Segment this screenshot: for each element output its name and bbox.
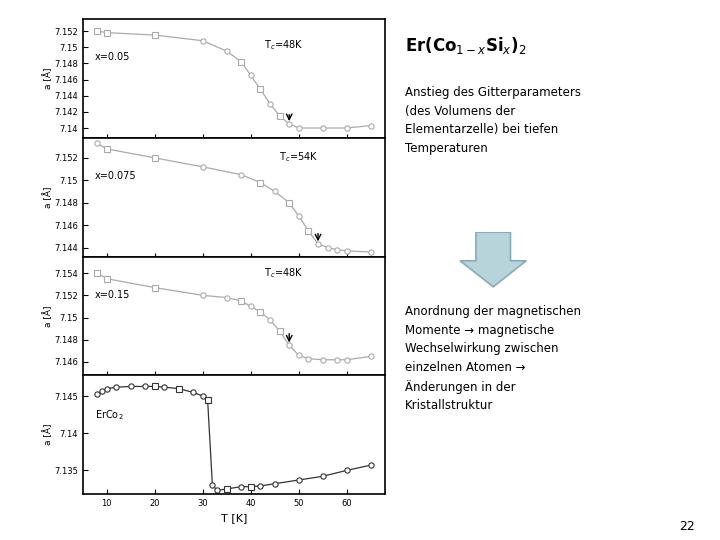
Text: ErCo$_2$: ErCo$_2$ [95,409,124,422]
Y-axis label: a [Å]: a [Å] [43,68,53,89]
Y-axis label: a [Å]: a [Å] [43,186,53,208]
Text: x=0.05: x=0.05 [95,52,130,62]
Y-axis label: a [Å]: a [Å] [43,305,53,327]
Text: x=0.075: x=0.075 [95,171,137,181]
Text: Er(Co$_{1-x}$Si$_x$)$_2$: Er(Co$_{1-x}$Si$_x$)$_2$ [405,35,526,56]
Text: T$_c$=48K: T$_c$=48K [264,38,304,52]
Text: 22: 22 [679,520,695,534]
Text: T$_c$=54K: T$_c$=54K [279,150,319,164]
X-axis label: T [K]: T [K] [221,514,247,523]
Text: T$_c$=48K: T$_c$=48K [264,266,304,280]
Y-axis label: a [Å]: a [Å] [43,424,53,446]
FancyArrow shape [460,232,526,287]
Text: Anordnung der magnetischen
Momente → magnetische
Wechselwirkung zwischen
einzeln: Anordnung der magnetischen Momente → mag… [405,305,580,412]
Text: x=0.15: x=0.15 [95,290,130,300]
Text: Anstieg des Gitterparameters
(des Volumens der
Elementarzelle) bei tiefen
Temper: Anstieg des Gitterparameters (des Volume… [405,86,580,155]
